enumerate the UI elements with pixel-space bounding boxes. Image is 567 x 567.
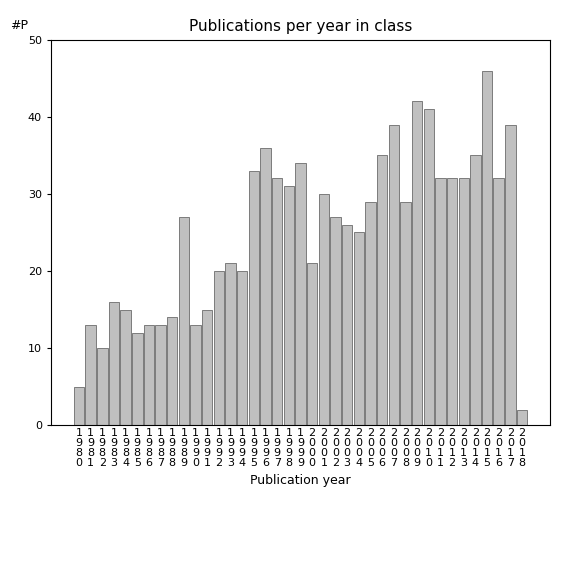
Bar (365, 202, 376, 425)
Bar (470, 155, 481, 425)
Bar (120, 310, 131, 425)
Bar (400, 202, 411, 425)
Bar (319, 194, 329, 425)
Bar (214, 271, 224, 425)
Bar (202, 310, 213, 425)
Bar (179, 217, 189, 425)
X-axis label: Publication year: Publication year (250, 473, 351, 486)
Y-axis label: #P: #P (10, 19, 28, 32)
Bar (295, 163, 306, 425)
Bar (435, 179, 446, 425)
Bar (86, 325, 96, 425)
Bar (330, 217, 341, 425)
Bar (307, 263, 318, 425)
Bar (143, 325, 154, 425)
Bar (377, 155, 387, 425)
Bar (74, 387, 84, 425)
Bar (191, 325, 201, 425)
Bar (447, 179, 458, 425)
Bar (342, 225, 353, 425)
Bar (424, 109, 434, 425)
Bar (272, 179, 282, 425)
Bar (412, 101, 422, 425)
Bar (517, 410, 527, 425)
Bar (132, 333, 142, 425)
Title: Publications per year in class: Publications per year in class (189, 19, 412, 35)
Bar (109, 302, 119, 425)
Bar (493, 179, 504, 425)
Bar (97, 348, 108, 425)
Bar (167, 318, 177, 425)
Bar (237, 271, 247, 425)
Bar (248, 171, 259, 425)
Bar (388, 125, 399, 425)
Bar (354, 232, 364, 425)
Bar (459, 179, 469, 425)
Bar (225, 263, 236, 425)
Bar (155, 325, 166, 425)
Bar (284, 186, 294, 425)
Bar (505, 125, 515, 425)
Bar (482, 70, 492, 425)
Bar (260, 147, 271, 425)
